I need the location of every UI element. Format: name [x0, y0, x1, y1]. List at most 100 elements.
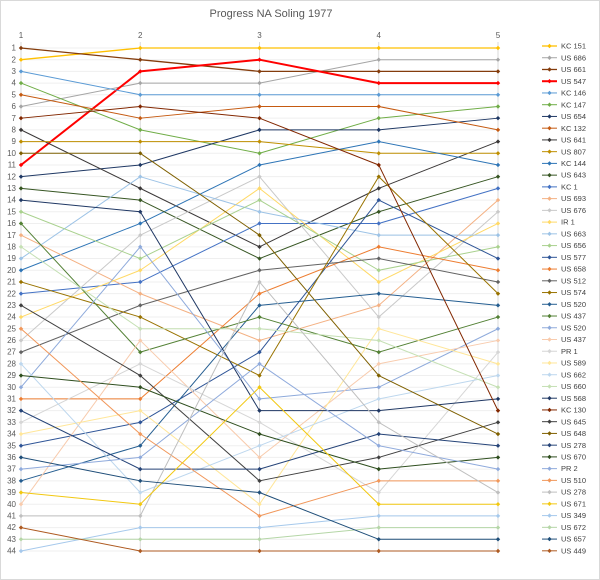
series-marker [495, 396, 501, 402]
legend-item: PR 1 [542, 347, 578, 356]
legend-swatch-marker [547, 55, 552, 60]
x-tick-label: 3 [257, 31, 262, 40]
y-tick-label: 44 [7, 547, 16, 556]
legend-label: US 520 [561, 300, 586, 309]
series-marker [495, 408, 501, 413]
series-marker [18, 162, 24, 168]
series-marker [138, 291, 143, 296]
legend-label: US 512 [561, 276, 586, 285]
legend-swatch-marker [547, 513, 552, 518]
legend-swatch-marker [547, 137, 552, 143]
series-marker [376, 361, 381, 367]
legend-swatch-marker [547, 337, 552, 342]
series-marker [257, 139, 262, 144]
series-marker [376, 537, 381, 542]
series-marker [376, 525, 381, 530]
series-marker [495, 232, 501, 238]
legend-label: PR 1 [561, 347, 578, 356]
series-marker [376, 385, 381, 390]
legend-item: US 654 [542, 112, 586, 121]
y-tick-label: 35 [7, 441, 16, 450]
series-marker [257, 361, 262, 367]
series-marker [495, 197, 501, 203]
series-marker [18, 420, 24, 425]
series-marker [18, 104, 24, 109]
series-marker [376, 57, 381, 62]
series-marker [257, 162, 262, 168]
legend-swatch-marker [547, 466, 552, 471]
legend-label: US 672 [561, 523, 586, 532]
series-marker [376, 232, 381, 238]
y-tick-label: 11 [8, 161, 17, 170]
series-marker [257, 174, 262, 179]
series-marker [257, 420, 262, 425]
y-tick-label: 36 [7, 453, 16, 462]
series-marker [138, 513, 143, 519]
series-marker [495, 45, 501, 51]
series-marker [495, 466, 501, 472]
series-marker [495, 443, 501, 448]
series-marker [376, 69, 381, 74]
series-marker [495, 92, 501, 97]
y-tick-label: 30 [7, 383, 16, 392]
series-marker [257, 502, 262, 507]
series-marker [138, 303, 143, 308]
legend-item: US 589 [542, 359, 586, 368]
y-tick-label: 27 [7, 348, 16, 357]
legend-swatch-marker [547, 501, 552, 507]
series-marker [376, 45, 381, 51]
legend-item: KC 151 [542, 42, 586, 51]
series-marker [18, 221, 24, 226]
y-tick-label: 23 [7, 301, 16, 310]
series-marker [495, 314, 501, 320]
legend-item: US 658 [542, 265, 586, 274]
legend-swatch-marker [547, 208, 552, 213]
legend-label: US 654 [561, 112, 586, 121]
series-marker [138, 466, 143, 472]
legend-label: US 510 [561, 476, 586, 485]
legend-item: US 671 [542, 499, 586, 508]
legend-swatch-marker [547, 231, 552, 237]
legend-item: US 656 [542, 241, 586, 250]
series-marker [495, 349, 501, 355]
legend-item: US 520 [542, 323, 586, 332]
legend-item: US 437 [542, 312, 586, 321]
series-marker [376, 139, 381, 144]
series-marker [495, 279, 501, 285]
y-tick-label: 29 [7, 371, 16, 380]
legend-item: US 449 [542, 546, 586, 555]
series-marker [257, 443, 262, 448]
legend-label: US 657 [561, 535, 586, 544]
series-marker [18, 92, 24, 97]
series-marker [257, 525, 262, 530]
series-marker [18, 490, 24, 495]
legend-label: US 693 [561, 194, 586, 203]
legend-item: US 547 [542, 77, 586, 86]
series-marker [257, 104, 262, 109]
legend-swatch-marker [547, 278, 552, 283]
legend-label: US 662 [561, 370, 586, 379]
series-marker [257, 478, 262, 484]
series-marker [257, 268, 262, 273]
legend-swatch-marker [547, 290, 552, 295]
legend-label: US 658 [561, 265, 586, 274]
series-marker [495, 490, 501, 495]
legend-label: US 648 [561, 429, 586, 438]
legend-label: PR 2 [561, 464, 578, 473]
series-marker [18, 127, 24, 133]
legend-label: US 807 [561, 147, 586, 156]
legend-label: IR 1 [561, 218, 575, 227]
series-marker [495, 139, 501, 144]
series-marker [138, 431, 143, 437]
series-marker [257, 385, 262, 390]
legend-label: US 437 [561, 312, 586, 321]
series-marker [257, 548, 262, 554]
legend-label: KC 132 [561, 124, 586, 133]
legend-label: KC 130 [561, 406, 586, 415]
legend-label: US 577 [561, 253, 586, 262]
series-marker [138, 162, 143, 168]
series-marker [376, 209, 381, 214]
series-marker [257, 127, 262, 133]
legend-item: US 645 [542, 417, 586, 426]
series-marker [376, 396, 381, 402]
